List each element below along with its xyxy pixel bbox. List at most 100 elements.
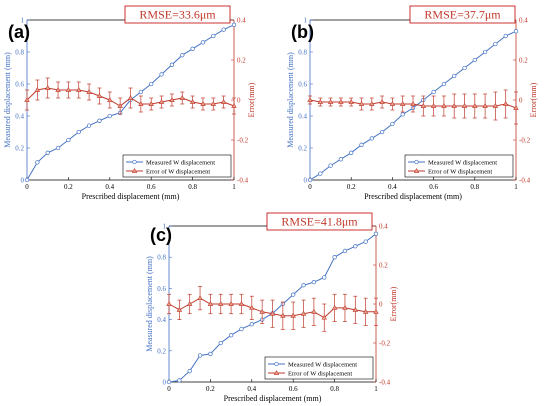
- error-point: [420, 102, 427, 108]
- rmse-box: [124, 5, 231, 24]
- y-right-tick-label: -0.2: [519, 137, 531, 145]
- error-point: [389, 100, 396, 106]
- x-axis-label: Prescribed displacement (mm): [224, 394, 322, 403]
- y-left-tick-label: 0: [163, 379, 167, 387]
- error-point: [331, 304, 338, 310]
- error-point: [197, 295, 203, 301]
- error-point: [362, 308, 369, 314]
- measured-point: [493, 41, 498, 47]
- y-left-tick-label: 0.4: [298, 113, 307, 121]
- measured-point: [180, 53, 185, 58]
- measured-point: [24, 177, 30, 183]
- error-point: [342, 304, 348, 310]
- error-point: [207, 300, 214, 306]
- error-point: [441, 102, 447, 108]
- panel-label: (c): [150, 225, 172, 245]
- y-right-tick-label: 0.2: [519, 57, 528, 65]
- error-point: [451, 102, 457, 108]
- measured-point: [166, 379, 172, 385]
- legend-label-measured: Measured W displacement: [428, 159, 497, 166]
- measured-point: [211, 33, 216, 39]
- error-point: [472, 102, 478, 108]
- legend-marker-measured: [132, 159, 137, 165]
- error-point: [166, 300, 172, 306]
- error-point: [238, 300, 245, 306]
- legend-marker-measured: [414, 159, 419, 165]
- error-point: [148, 100, 154, 106]
- rmse-label: RMSE=33.6μm: [139, 8, 216, 22]
- legend: Measured W displacement Error of W displa…: [264, 356, 374, 380]
- y-right-tick-label: -0.4: [519, 177, 531, 185]
- y-left-tick-label: 1: [163, 223, 167, 231]
- y-right-tick-label: -0.4: [379, 379, 391, 387]
- measured-point: [107, 113, 112, 119]
- y-left-tick-label: 0.8: [157, 254, 166, 262]
- error-point: [218, 300, 224, 306]
- y-left-tick-label: 0: [304, 177, 308, 185]
- x-axis-label: Prescribed displacement (mm): [364, 192, 462, 201]
- measured-point: [66, 137, 71, 143]
- measured-point: [249, 322, 254, 327]
- panel-label: (a): [8, 22, 30, 42]
- measured-point: [400, 112, 405, 117]
- measured-point: [441, 81, 447, 87]
- measured-point: [482, 49, 488, 55]
- error-point: [373, 308, 379, 314]
- error-point: [76, 86, 82, 92]
- measured-point: [328, 163, 333, 168]
- y-left-tick-label: 0.8: [298, 49, 307, 57]
- error-point: [179, 94, 185, 100]
- error-point: [189, 98, 196, 104]
- chart-panel-c: 0 0.2 0.4 0.6 0.8 100.20.40.60.81-0.4-0.200.2…: [145, 212, 398, 403]
- y-right-axis-label: Error(mm): [529, 82, 538, 117]
- error-point: [158, 98, 165, 104]
- legend-label-error: Error of W displacement: [428, 168, 492, 175]
- x-tick-label: 0.2: [347, 183, 356, 191]
- measured-point: [187, 368, 192, 374]
- legend-box: [122, 154, 232, 178]
- error-point: [513, 104, 519, 110]
- y-left-axis-label: Measured displacement (mm): [145, 256, 154, 352]
- x-tick-label: 0: [25, 183, 29, 191]
- y-left-tick-label: 0.6: [298, 81, 307, 89]
- legend-marker-error: [273, 369, 280, 375]
- y-left-tick-label: 0.2: [157, 347, 166, 355]
- legend-label-error: Error of W displacement: [288, 370, 352, 377]
- error-point: [327, 98, 334, 104]
- error-point: [231, 102, 237, 108]
- error-point: [369, 100, 375, 106]
- y-right-axis-label: Error(mm): [247, 82, 256, 117]
- error-point: [492, 102, 499, 108]
- measured-point: [349, 150, 354, 155]
- measured-point: [353, 244, 358, 249]
- x-tick-label: 1: [374, 385, 378, 393]
- error-point: [311, 308, 317, 314]
- measured-point: [197, 353, 203, 358]
- error-point: [410, 100, 416, 106]
- y-right-tick-label: 0: [237, 97, 241, 105]
- error-point: [96, 92, 103, 98]
- error-point: [34, 86, 41, 92]
- error-point: [482, 102, 488, 108]
- measured-point: [431, 89, 436, 95]
- measured-point: [45, 150, 50, 155]
- measured-point: [190, 46, 195, 51]
- measured-point: [138, 89, 144, 95]
- measured-point: [513, 29, 519, 34]
- rmse-label: RMSE=37.7μm: [424, 8, 501, 22]
- measured-point: [311, 280, 317, 285]
- error-point: [228, 300, 234, 306]
- x-tick-label: 0.8: [470, 183, 479, 191]
- x-tick-label: 0.8: [330, 385, 339, 393]
- x-tick-label: 0: [167, 385, 171, 393]
- error-point: [280, 312, 286, 318]
- error-point: [338, 98, 344, 104]
- y-right-tick-label: -0.2: [237, 137, 249, 145]
- measured-point: [177, 378, 182, 383]
- error-point: [65, 86, 72, 92]
- measured-point: [97, 118, 102, 123]
- measured-point: [332, 255, 337, 260]
- error-point: [259, 308, 265, 314]
- rmse-box: [266, 212, 373, 231]
